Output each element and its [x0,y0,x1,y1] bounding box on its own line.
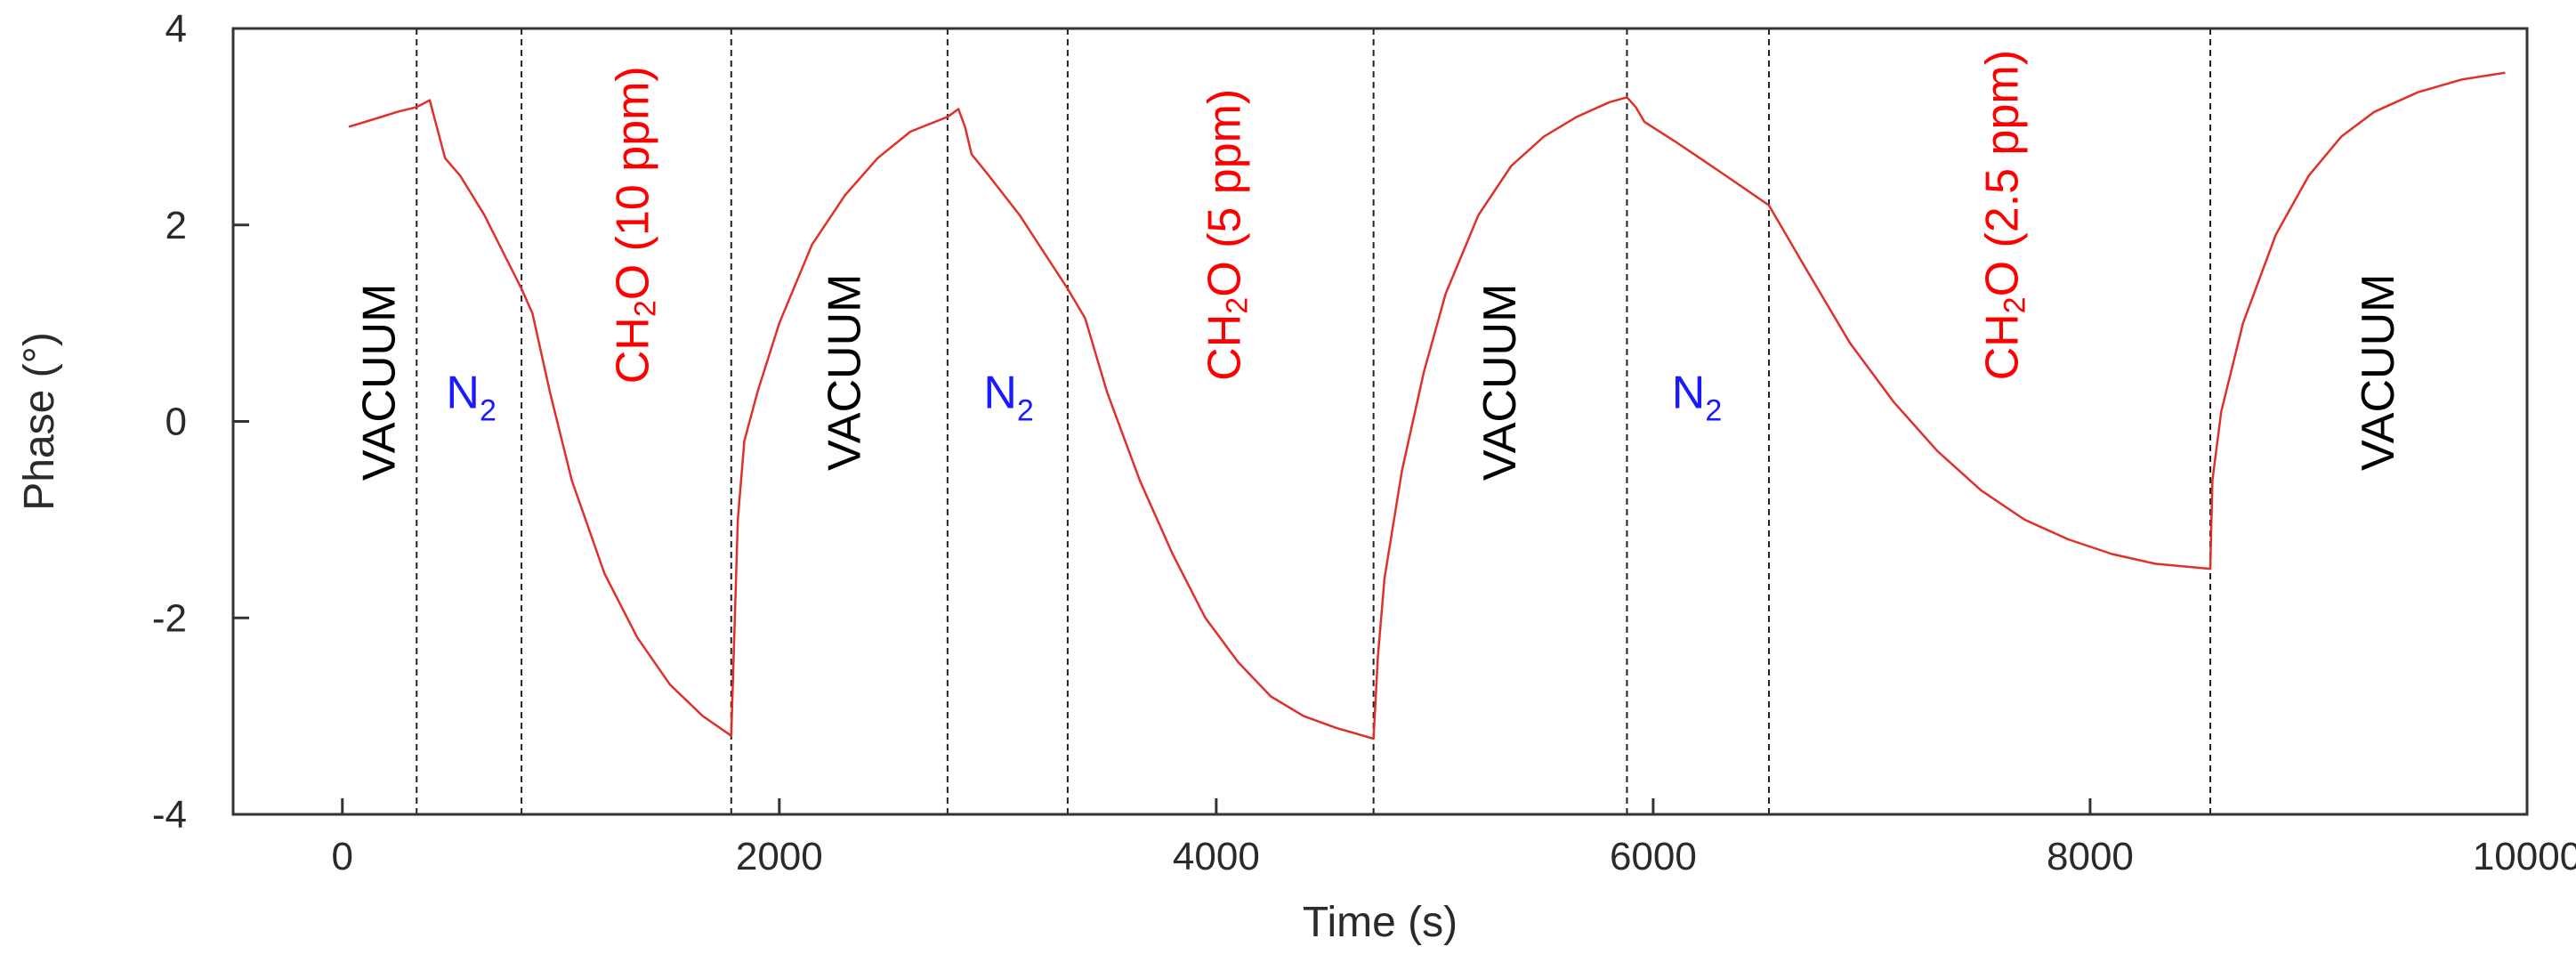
segment-label: CH2O (10 ppm) [607,66,662,384]
segment-label-subscript: 2 [628,300,662,317]
segment-label-text: CH [1977,313,2029,380]
segment-label-text: VACUUM [354,284,406,481]
segment-label-text: VACUUM [2353,274,2404,471]
x-tick-label: 10000 [2473,835,2576,878]
segment-label-suffix: O (10 ppm) [607,66,658,300]
y-tick-label: 0 [166,401,187,444]
y-axis-ticks: -4 -2 0 2 4 [152,7,249,837]
y-tick-label: -2 [152,596,187,640]
segment-label-text: CH [607,317,658,384]
phase-series-line [348,71,2506,740]
segment-label-text: N [983,367,1017,418]
x-tick-label: 0 [332,835,353,878]
segment-label-text: VACUUM [819,274,870,471]
x-axis-title: Time (s) [1303,899,1458,946]
segment-label: N2 [1672,367,1722,427]
segment-label: N2 [983,367,1033,427]
segment-label-text: N [446,367,480,418]
y-axis-title: Phase (°) [16,332,63,511]
segment-label-text: VACUUM [1474,284,1526,481]
y-tick-label: -4 [152,793,187,837]
segment-label: N2 [446,367,496,427]
segment-label-text: CH [1199,314,1251,381]
y-tick-label: 2 [166,204,187,247]
segment-label-subscript: 2 [1999,296,2032,313]
x-axis-ticks: 0 2000 4000 6000 8000 10000 [332,798,2576,878]
x-tick-label: 8000 [2047,835,2134,878]
segment-label-subscript: 2 [1017,393,1034,427]
segment-label-subscript: 2 [1221,297,1255,314]
segment-label-subscript: 2 [1705,393,1722,427]
segment-label-subscript: 2 [480,393,497,427]
x-tick-label: 4000 [1173,835,1260,878]
x-tick-label: 6000 [1610,835,1697,878]
segment-label: CH2O (5 ppm) [1199,89,1255,381]
segment-label-text: N [1672,367,1706,418]
segment-label-suffix: O (5 ppm) [1199,89,1251,297]
segment-label-suffix: O (2.5 ppm) [1977,50,2029,296]
x-tick-label: 2000 [736,835,823,878]
segment-label: CH2O (2.5 ppm) [1977,50,2032,380]
segment-label: VACUUM [354,284,406,481]
segment-label: VACUUM [2353,274,2404,471]
segment-label: VACUUM [1474,284,1526,481]
segment-boundaries [416,28,2211,814]
y-tick-label: 4 [166,7,187,51]
segment-label: VACUUM [819,274,870,471]
